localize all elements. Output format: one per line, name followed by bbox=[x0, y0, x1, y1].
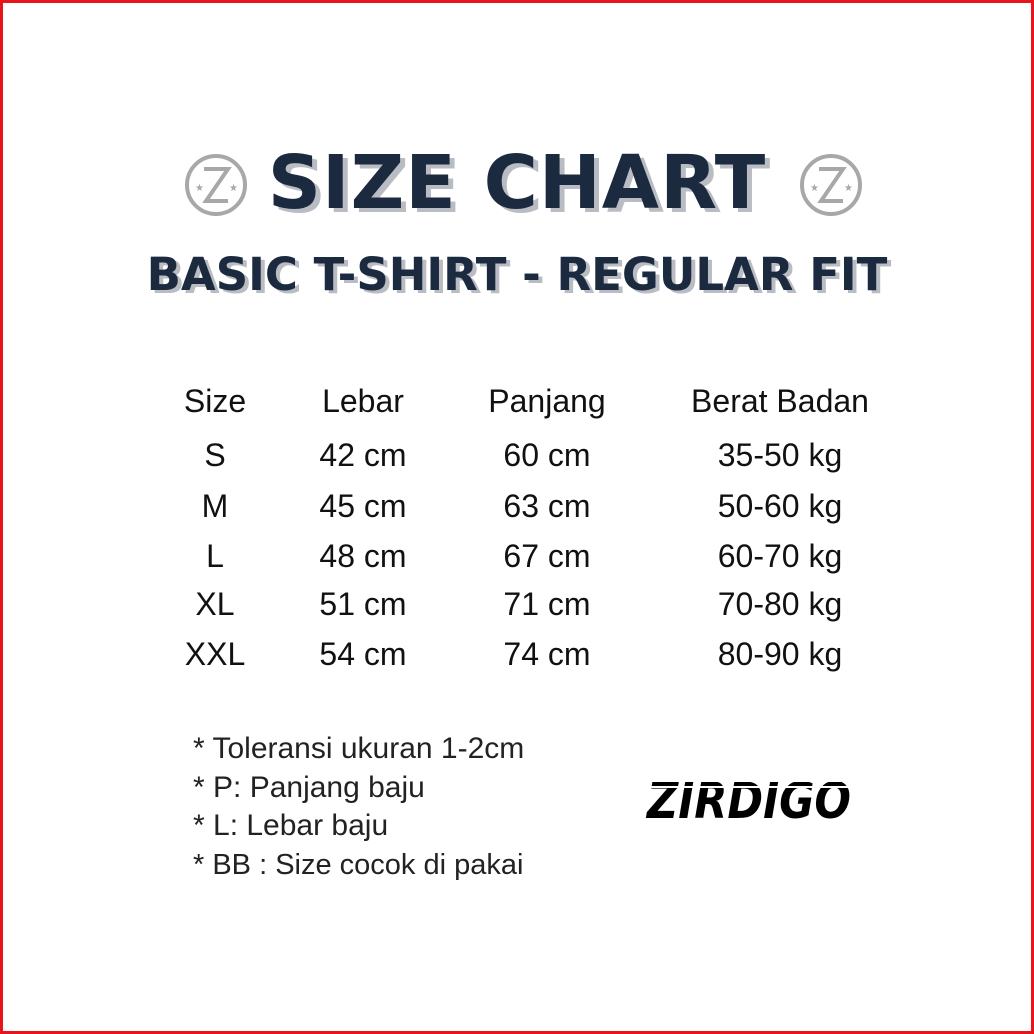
table-cell: 42 cm bbox=[319, 437, 407, 473]
table-cell: L bbox=[206, 538, 224, 574]
table-cell: 74 cm bbox=[503, 636, 591, 672]
column-header: Berat Badan bbox=[691, 383, 869, 419]
column-header: Panjang bbox=[488, 383, 606, 419]
note: * L: Lebar baju bbox=[193, 809, 389, 842]
column-header: Size bbox=[183, 383, 247, 419]
svg-text:★: ★ bbox=[844, 183, 853, 194]
table-cell: XL bbox=[195, 586, 235, 622]
table-cell: S bbox=[204, 437, 226, 473]
z-emblem-icon: ★ ★ bbox=[185, 154, 247, 216]
note: * BB : Size cocok di pakai bbox=[193, 849, 524, 881]
svg-text:★: ★ bbox=[195, 183, 204, 194]
table-cell: 67 cm bbox=[503, 538, 591, 574]
table-cell: 54 cm bbox=[319, 636, 407, 672]
svg-text:★: ★ bbox=[229, 183, 238, 194]
table-cell: M bbox=[201, 488, 229, 524]
table-cell: 80-90 kg bbox=[717, 636, 843, 672]
table-cell: 60-70 kg bbox=[717, 538, 843, 574]
table-cell: 35-50 kg bbox=[717, 437, 843, 473]
zirdigo-logo: ZIRDIGO bbox=[645, 772, 855, 824]
table-cell: 51 cm bbox=[319, 586, 407, 622]
z-emblem-icon: ★ ★ bbox=[800, 154, 862, 216]
table-cell: 50-60 kg bbox=[717, 488, 843, 524]
page-subtitle: BASIC T-SHIRT - REGULAR FIT bbox=[146, 248, 888, 301]
note: * P: Panjang baju bbox=[193, 771, 425, 804]
svg-text:ZIRDIGO: ZIRDIGO bbox=[645, 772, 851, 824]
column-header: Lebar bbox=[322, 383, 404, 419]
page-title: SIZE CHART bbox=[267, 140, 767, 226]
table-cell: 63 cm bbox=[503, 488, 591, 524]
table-cell: 45 cm bbox=[319, 488, 407, 524]
table-cell: 60 cm bbox=[503, 437, 591, 473]
table-cell: 71 cm bbox=[503, 586, 591, 622]
table-cell: 70-80 kg bbox=[717, 586, 843, 622]
table-cell: XXL bbox=[184, 636, 246, 672]
table-cell: 48 cm bbox=[319, 538, 407, 574]
svg-text:★: ★ bbox=[810, 183, 819, 194]
note: * Toleransi ukuran 1-2cm bbox=[193, 732, 525, 765]
